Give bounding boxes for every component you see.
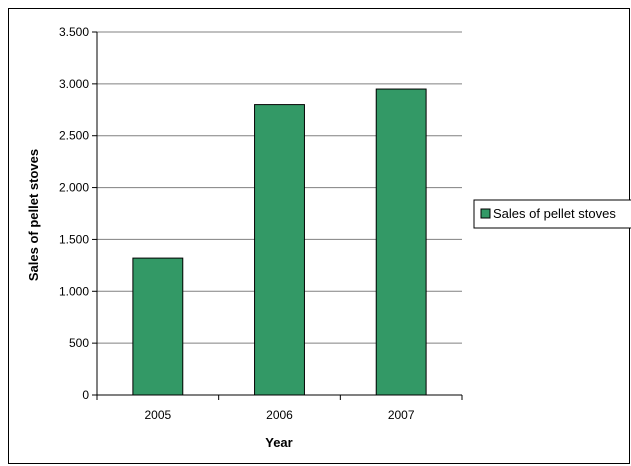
legend: Sales of pellet stoves xyxy=(473,199,631,229)
x-tick-labels: 2005 2006 2007 xyxy=(144,408,414,422)
x-tick-label: 2006 xyxy=(266,408,293,422)
y-tick-labels: 0 500 1.000 1.500 2.000 2.500 3.000 3.500 xyxy=(59,25,89,402)
y-tick-label: 3.000 xyxy=(59,77,89,91)
y-tick-label: 3.500 xyxy=(59,25,89,39)
bar-2006 xyxy=(254,104,305,396)
y-axis-title: Sales of pellet stoves xyxy=(26,149,41,281)
y-tick-label: 500 xyxy=(69,336,89,350)
y-tick-label: 1.500 xyxy=(59,232,89,246)
x-tick-label: 2007 xyxy=(388,408,415,422)
y-tick-label: 1.000 xyxy=(59,284,89,298)
y-tick-label: 2.500 xyxy=(59,129,89,143)
bar-2007 xyxy=(375,88,427,396)
legend-swatch xyxy=(480,208,491,219)
x-tick-label: 2005 xyxy=(144,408,171,422)
legend-label: Sales of pellet stoves xyxy=(493,206,616,221)
y-tick-label: 2.000 xyxy=(59,181,89,195)
legend-box xyxy=(473,199,631,229)
axes xyxy=(92,31,463,400)
x-axis-title: Year xyxy=(265,435,292,450)
bar-2005 xyxy=(132,257,184,396)
y-tick-label: 0 xyxy=(82,388,89,402)
bars xyxy=(132,88,427,396)
